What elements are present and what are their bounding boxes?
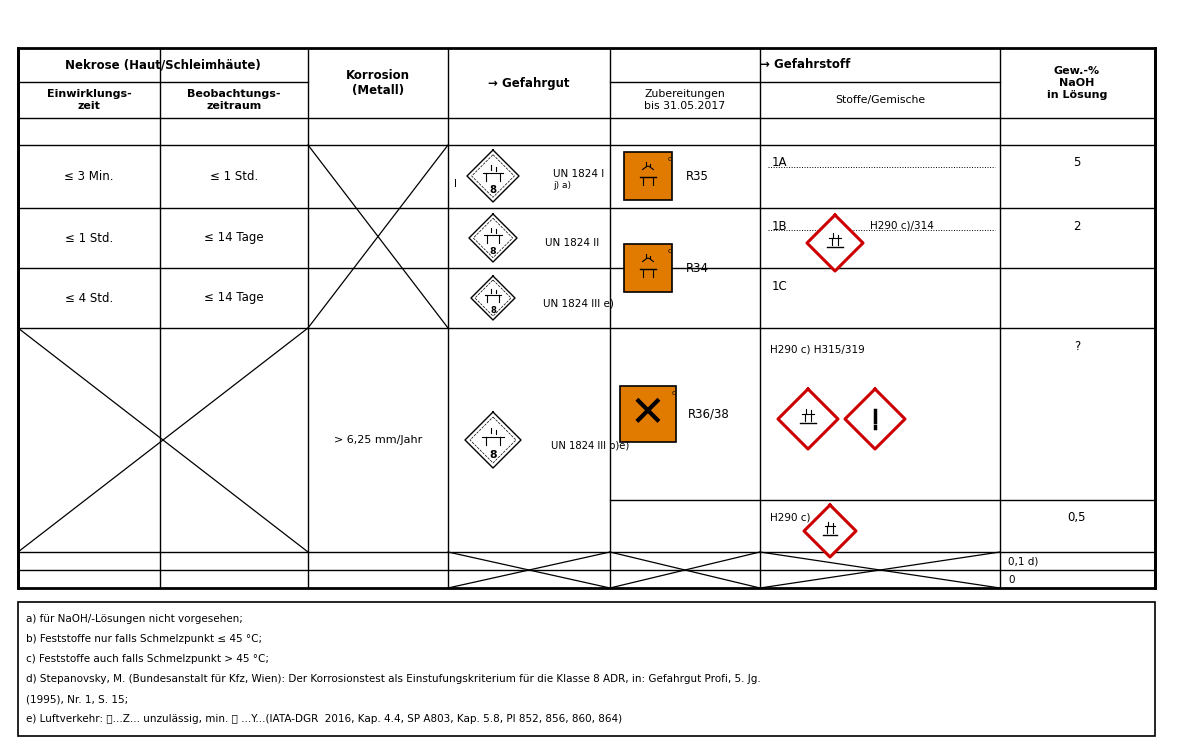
Text: H290 c)/314: H290 c)/314 [870,221,934,231]
Text: 1C: 1C [772,280,787,292]
Text: c) Feststoffe auch falls Schmelzpunkt > 45 °C;: c) Feststoffe auch falls Schmelzpunkt > … [26,654,269,664]
Polygon shape [470,276,515,320]
Text: Korrosion
(Metall): Korrosion (Metall) [346,69,410,97]
Text: 1A: 1A [772,157,787,169]
Text: ≤ 4 Std.: ≤ 4 Std. [65,292,113,304]
Text: ≤ 14 Tage: ≤ 14 Tage [204,292,264,304]
Text: 8: 8 [490,306,496,315]
Text: 5: 5 [1073,157,1081,169]
Bar [18,602,1154,736]
Text: c: c [668,156,672,162]
Text: I: I [454,179,457,189]
Polygon shape [778,389,838,449]
Text: Gew.-%
NaOH
in Lösung: Gew.-% NaOH in Lösung [1046,66,1108,100]
Polygon shape [467,150,520,202]
Bar [624,244,672,292]
Text: → Gefahrgut: → Gefahrgut [488,77,570,90]
Text: 0,1 d): 0,1 d) [1008,557,1038,567]
Text: H290 c) H315/319: H290 c) H315/319 [770,345,865,355]
Polygon shape [808,215,863,271]
Text: 8: 8 [490,451,497,460]
Text: e) Luftverkehr: Ⓞ...Z... unzulässig, min. Ⓞ ...Y...(IATA-DGR  2016, Kap. 4.4, SP: e) Luftverkehr: Ⓞ...Z... unzulässig, min… [26,714,622,724]
Text: ≤ 1 Std.: ≤ 1 Std. [210,169,258,183]
Text: ≤ 1 Std.: ≤ 1 Std. [65,231,113,245]
Text: c: c [672,390,676,396]
Text: Zubereitungen
bis 31.05.2017: Zubereitungen bis 31.05.2017 [644,90,726,111]
Text: UN 1824 I: UN 1824 I [553,169,605,179]
Text: c: c [668,248,672,254]
Text: (1995), Nr. 1, S. 15;: (1995), Nr. 1, S. 15; [26,694,128,704]
Text: > 6,25 mm/Jahr: > 6,25 mm/Jahr [334,435,422,445]
Text: 0: 0 [1008,575,1014,585]
Text: d) Stepanovsky, M. (Bundesanstalt für Kfz, Wien): Der Korrosionstest als Einstuf: d) Stepanovsky, M. (Bundesanstalt für Kf… [26,674,761,684]
Polygon shape [845,389,905,449]
Text: ≤ 3 Min.: ≤ 3 Min. [65,169,114,183]
Text: UN 1824 III e): UN 1824 III e) [542,298,614,308]
Text: a) für NaOH/-Lösungen nicht vorgesehen;: a) für NaOH/-Lösungen nicht vorgesehen; [26,614,242,624]
Text: ✕: ✕ [630,393,666,435]
Text: 0,5: 0,5 [1068,512,1086,524]
Text: 1B: 1B [772,219,787,233]
Text: Nekrose (Haut/Schleimhäute): Nekrose (Haut/Schleimhäute) [65,58,260,72]
Text: Stoffe/Gemische: Stoffe/Gemische [835,95,925,105]
Polygon shape [469,214,517,262]
Text: R36/38: R36/38 [688,407,730,421]
Text: H290 c): H290 c) [770,513,810,523]
Text: ?: ? [1074,339,1080,353]
Text: UN 1824 II: UN 1824 II [545,238,599,248]
Text: 8: 8 [490,185,497,195]
Text: 2: 2 [1073,219,1081,233]
Text: b) Feststoffe nur falls Schmelzpunkt ≤ 45 °C;: b) Feststoffe nur falls Schmelzpunkt ≤ 4… [26,634,262,644]
Bar [18,48,1154,588]
Polygon shape [466,412,521,468]
Text: R35: R35 [686,169,709,183]
Bar [620,386,676,442]
Polygon shape [804,505,856,557]
Text: ≤ 14 Tage: ≤ 14 Tage [204,231,264,245]
Bar [624,152,672,200]
Text: Beobachtungs-
zeitraum: Beobachtungs- zeitraum [187,90,281,111]
Text: → Gefahrstoff: → Gefahrstoff [760,58,850,72]
Text: j) a): j) a) [553,181,571,190]
Text: UN 1824 III b)e): UN 1824 III b)e) [551,440,629,450]
Text: R34: R34 [686,262,709,275]
Text: 8: 8 [490,247,497,256]
Text: Einwirklungs-
zeit: Einwirklungs- zeit [47,90,131,111]
